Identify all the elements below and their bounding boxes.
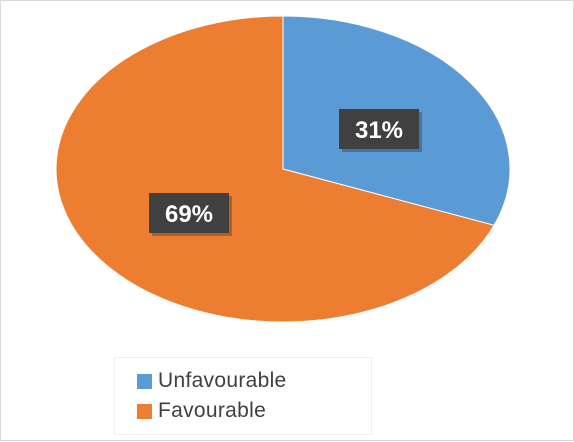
legend-swatch-favourable <box>137 403 152 419</box>
legend-item-unfavourable: Unfavourable <box>137 366 371 396</box>
data-label-favourable: 69% <box>149 193 232 236</box>
legend: Unfavourable Favourable <box>114 357 372 435</box>
data-label-box <box>339 109 419 149</box>
legend-label-unfavourable: Unfavourable <box>158 369 287 392</box>
legend-item-favourable: Favourable <box>137 396 371 426</box>
data-label-unfavourable: 31% <box>339 109 422 152</box>
data-label-text: 31% <box>355 117 403 144</box>
legend-swatch-unfavourable <box>137 373 152 389</box>
data-label-box <box>149 193 229 233</box>
legend-label-favourable: Favourable <box>158 399 267 422</box>
pie-slice-favourable <box>55 15 495 323</box>
data-label-text: 69% <box>165 201 213 228</box>
